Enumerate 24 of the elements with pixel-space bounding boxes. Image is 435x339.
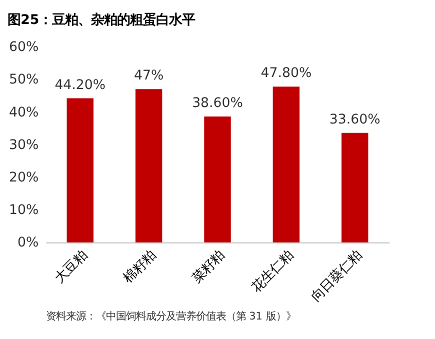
y-tick-label: 30% (8, 138, 39, 153)
data-label: 47% (134, 68, 164, 84)
bar (135, 89, 162, 242)
x-tick-label: 菜籽粕 (190, 248, 228, 286)
x-tick-label: 大豆粕 (52, 248, 90, 286)
data-label: 33.60% (329, 112, 380, 128)
chart-title: 图25：豆粕、杂粕的粗蛋白水平 (8, 12, 196, 28)
y-tick-label: 20% (8, 170, 39, 186)
x-tick-label: 向日葵仁粕 (308, 248, 366, 305)
x-tick-label: 棉籽粕 (120, 248, 160, 286)
bar (204, 116, 231, 242)
bar (342, 132, 368, 242)
bar (272, 86, 300, 242)
y-tick-label: 50% (8, 72, 39, 88)
y-tick-label: 40% (8, 105, 39, 120)
data-label: 47.80% (260, 66, 312, 82)
text: 资料来源：《中国饲料成分及营养价值表（第 31 版）》 (46, 310, 296, 323)
data-label: 38.60% (192, 96, 243, 112)
y-tick-label: 0% (17, 236, 39, 251)
bar (66, 98, 94, 242)
data-label: 44.20% (54, 78, 106, 93)
x-tick-label: 花生仁粕 (249, 248, 296, 296)
y-tick-label: 10% (8, 203, 39, 218)
y-tick-label: 60% (8, 40, 39, 56)
